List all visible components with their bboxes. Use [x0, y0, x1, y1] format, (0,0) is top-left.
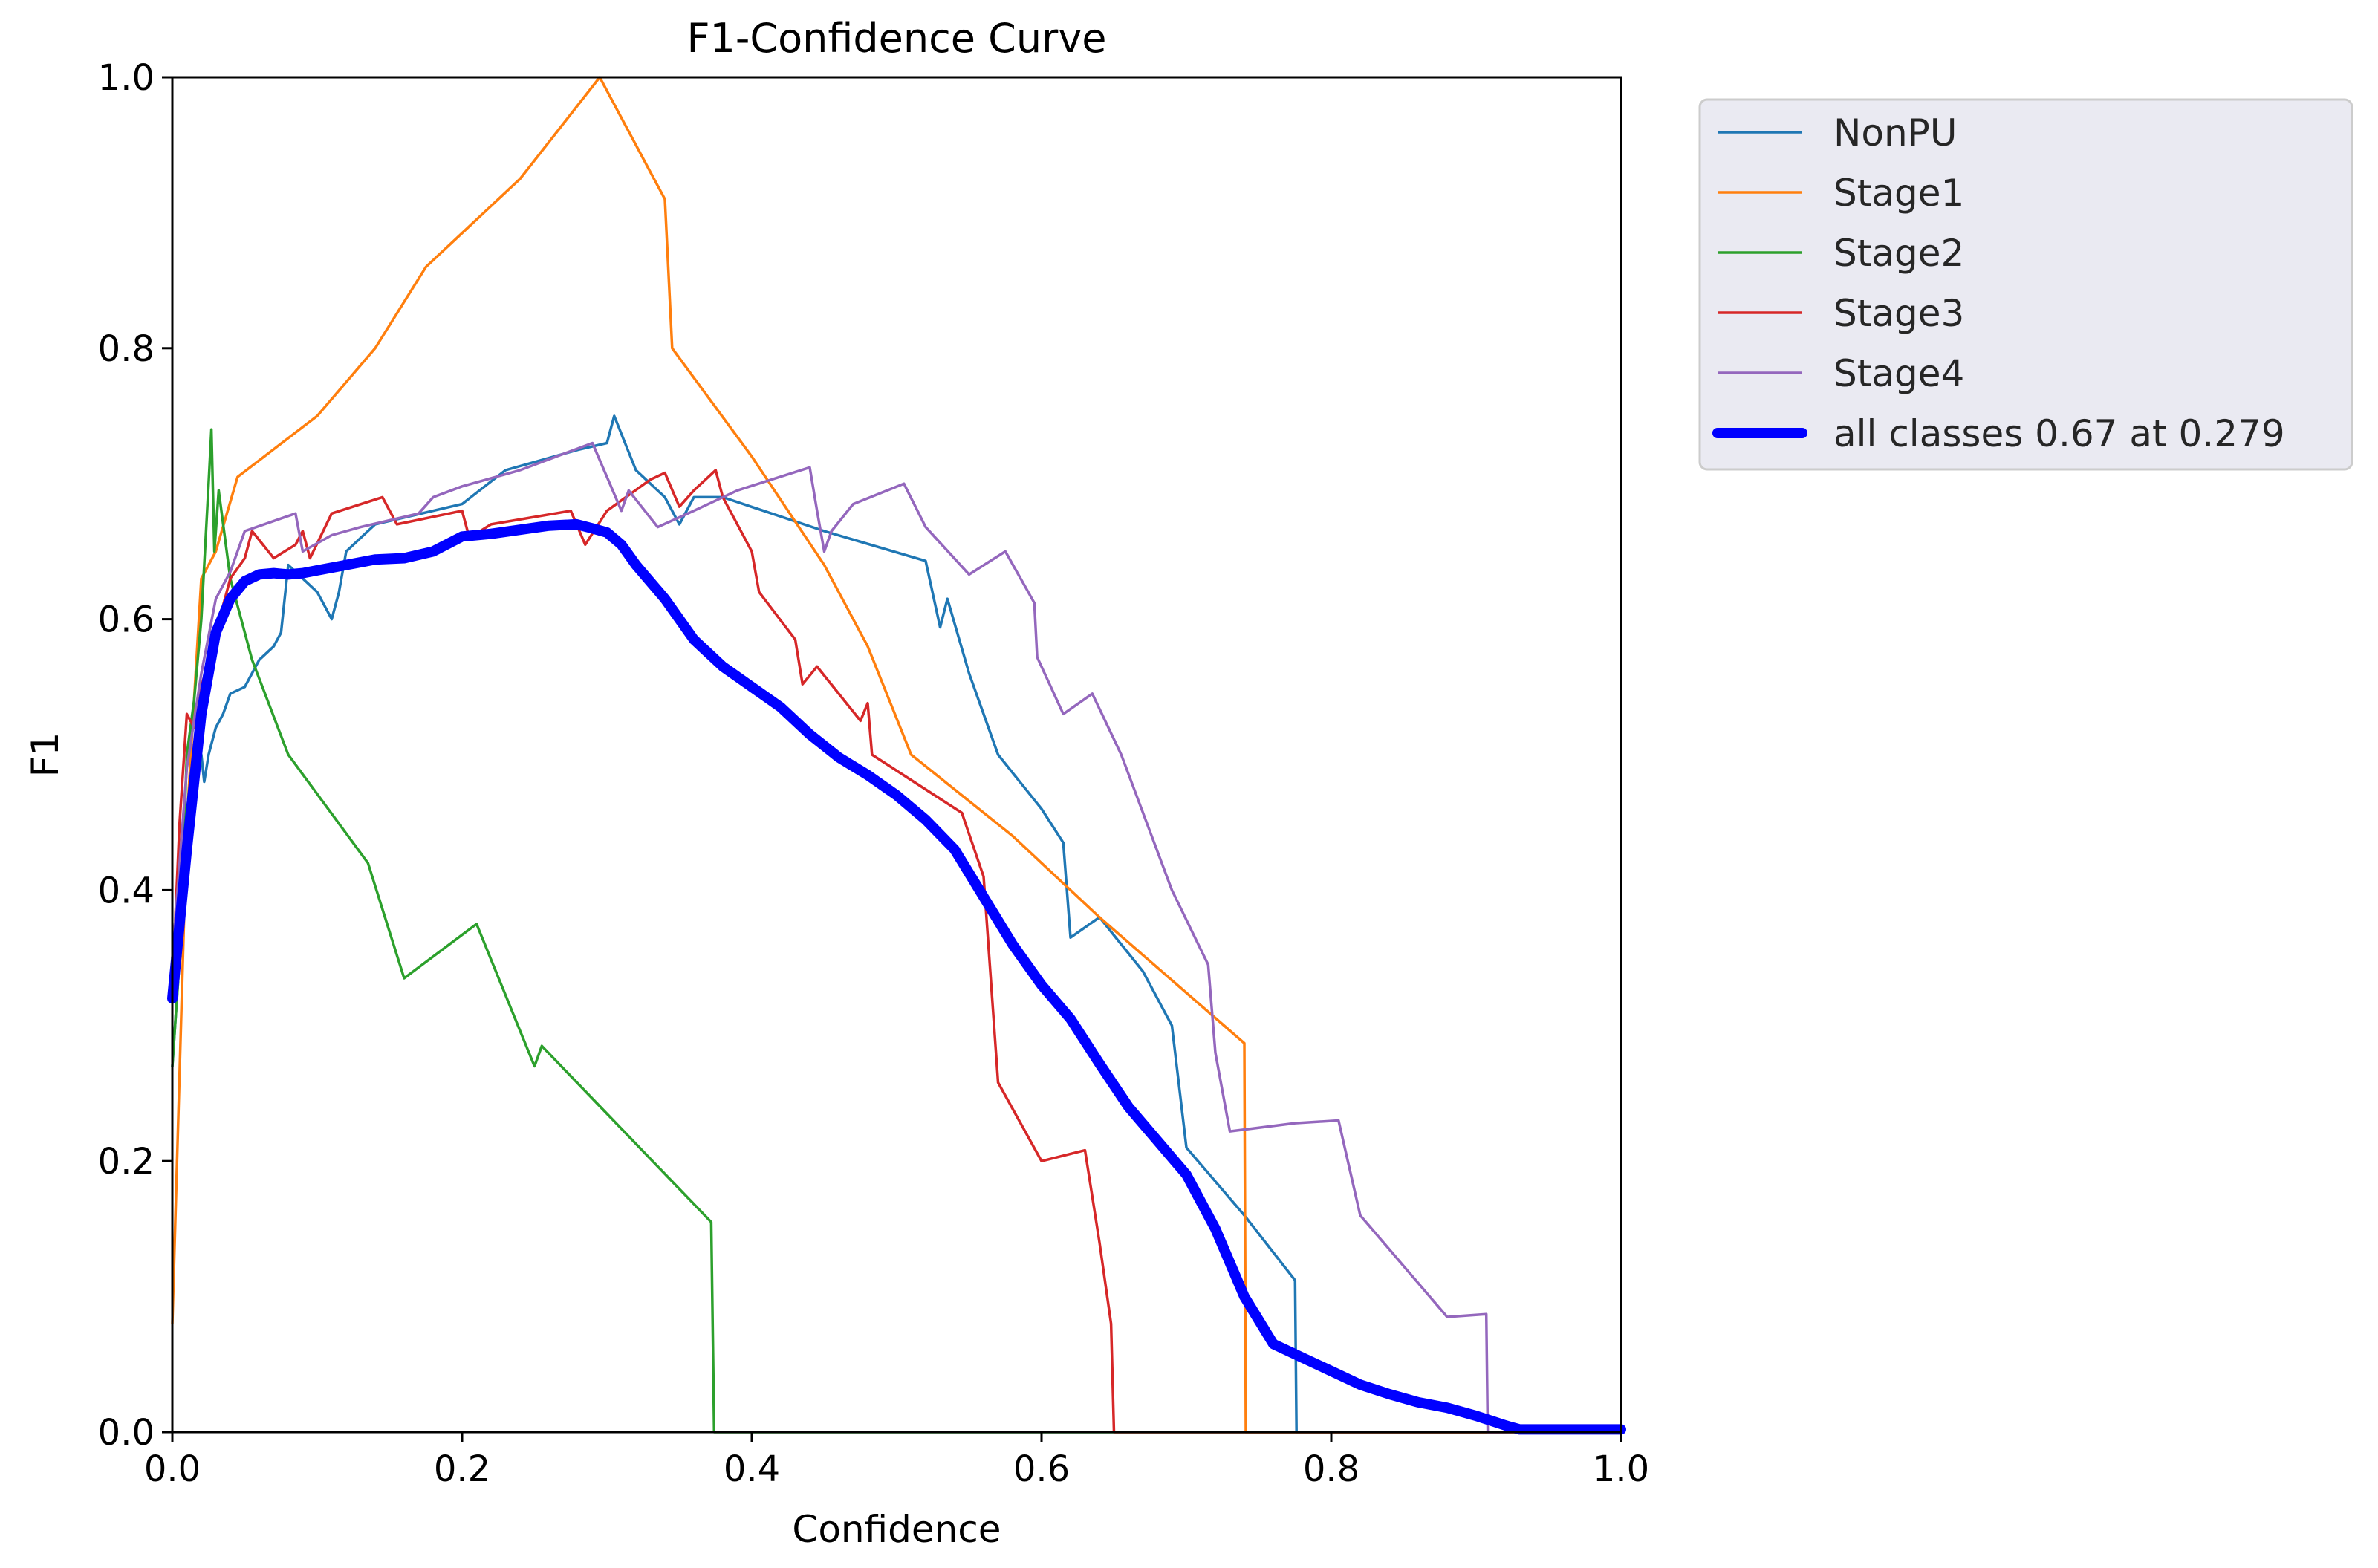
y-tick-label: 0.6: [98, 599, 155, 641]
series-layer: [167, 76, 1626, 1435]
x-tick-label: 0.2: [434, 1448, 490, 1490]
legend-label-stage4: Stage4: [1833, 352, 1964, 395]
legend: NonPU Stage1 Stage2 Stage3 Stage4 all classes…: [1698, 98, 2353, 471]
legend-label-nonpu: NonPU: [1833, 111, 1957, 154]
y-axis-label: F1: [24, 732, 67, 778]
y-tick-label: 0.0: [98, 1412, 155, 1454]
x-tick-label: 0.8: [1303, 1448, 1359, 1490]
series-line-stage2: [171, 428, 1622, 1434]
chart-title: F1-Confidence Curve: [687, 15, 1107, 62]
plot-frame: [171, 76, 1622, 1434]
y-tick-label: 0.8: [98, 328, 155, 370]
legend-label-stage2: Stage2: [1833, 232, 1964, 275]
series-line-all-classes-0-67-at-0-279: [167, 518, 1626, 1435]
legend-box: [1698, 98, 2353, 471]
ticks-layer: 0.0 0.2 0.4 0.6 0.8 1.0 0.0 0.2 0.4 0.6 0.8 1.0: [98, 57, 1650, 1490]
x-tick-label: 0.4: [724, 1448, 780, 1490]
x-tick-label: 0.6: [1013, 1448, 1070, 1490]
legend-items: NonPU Stage1 Stage2 Stage3 Stage4 all classes…: [1712, 111, 2285, 455]
series-line-stage4: [171, 441, 1622, 1434]
legend-label-stage1: Stage1: [1833, 172, 1964, 215]
x-tick-label: 1.0: [1593, 1448, 1649, 1490]
x-axis-label: Confidence: [792, 1508, 1001, 1551]
legend-label-stage3: Stage3: [1833, 292, 1964, 335]
legend-label-all-classes-0-67-at-0-279: all classes 0.67 at 0.279: [1833, 412, 2285, 455]
y-tick-label: 0.2: [98, 1141, 155, 1182]
x-tick-label: 0.0: [144, 1448, 201, 1490]
series-line-nonpu: [171, 414, 1622, 1434]
y-tick-label: 0.4: [98, 870, 155, 911]
y-tick-label: 1.0: [98, 57, 155, 99]
series-line-stage3: [171, 469, 1622, 1434]
